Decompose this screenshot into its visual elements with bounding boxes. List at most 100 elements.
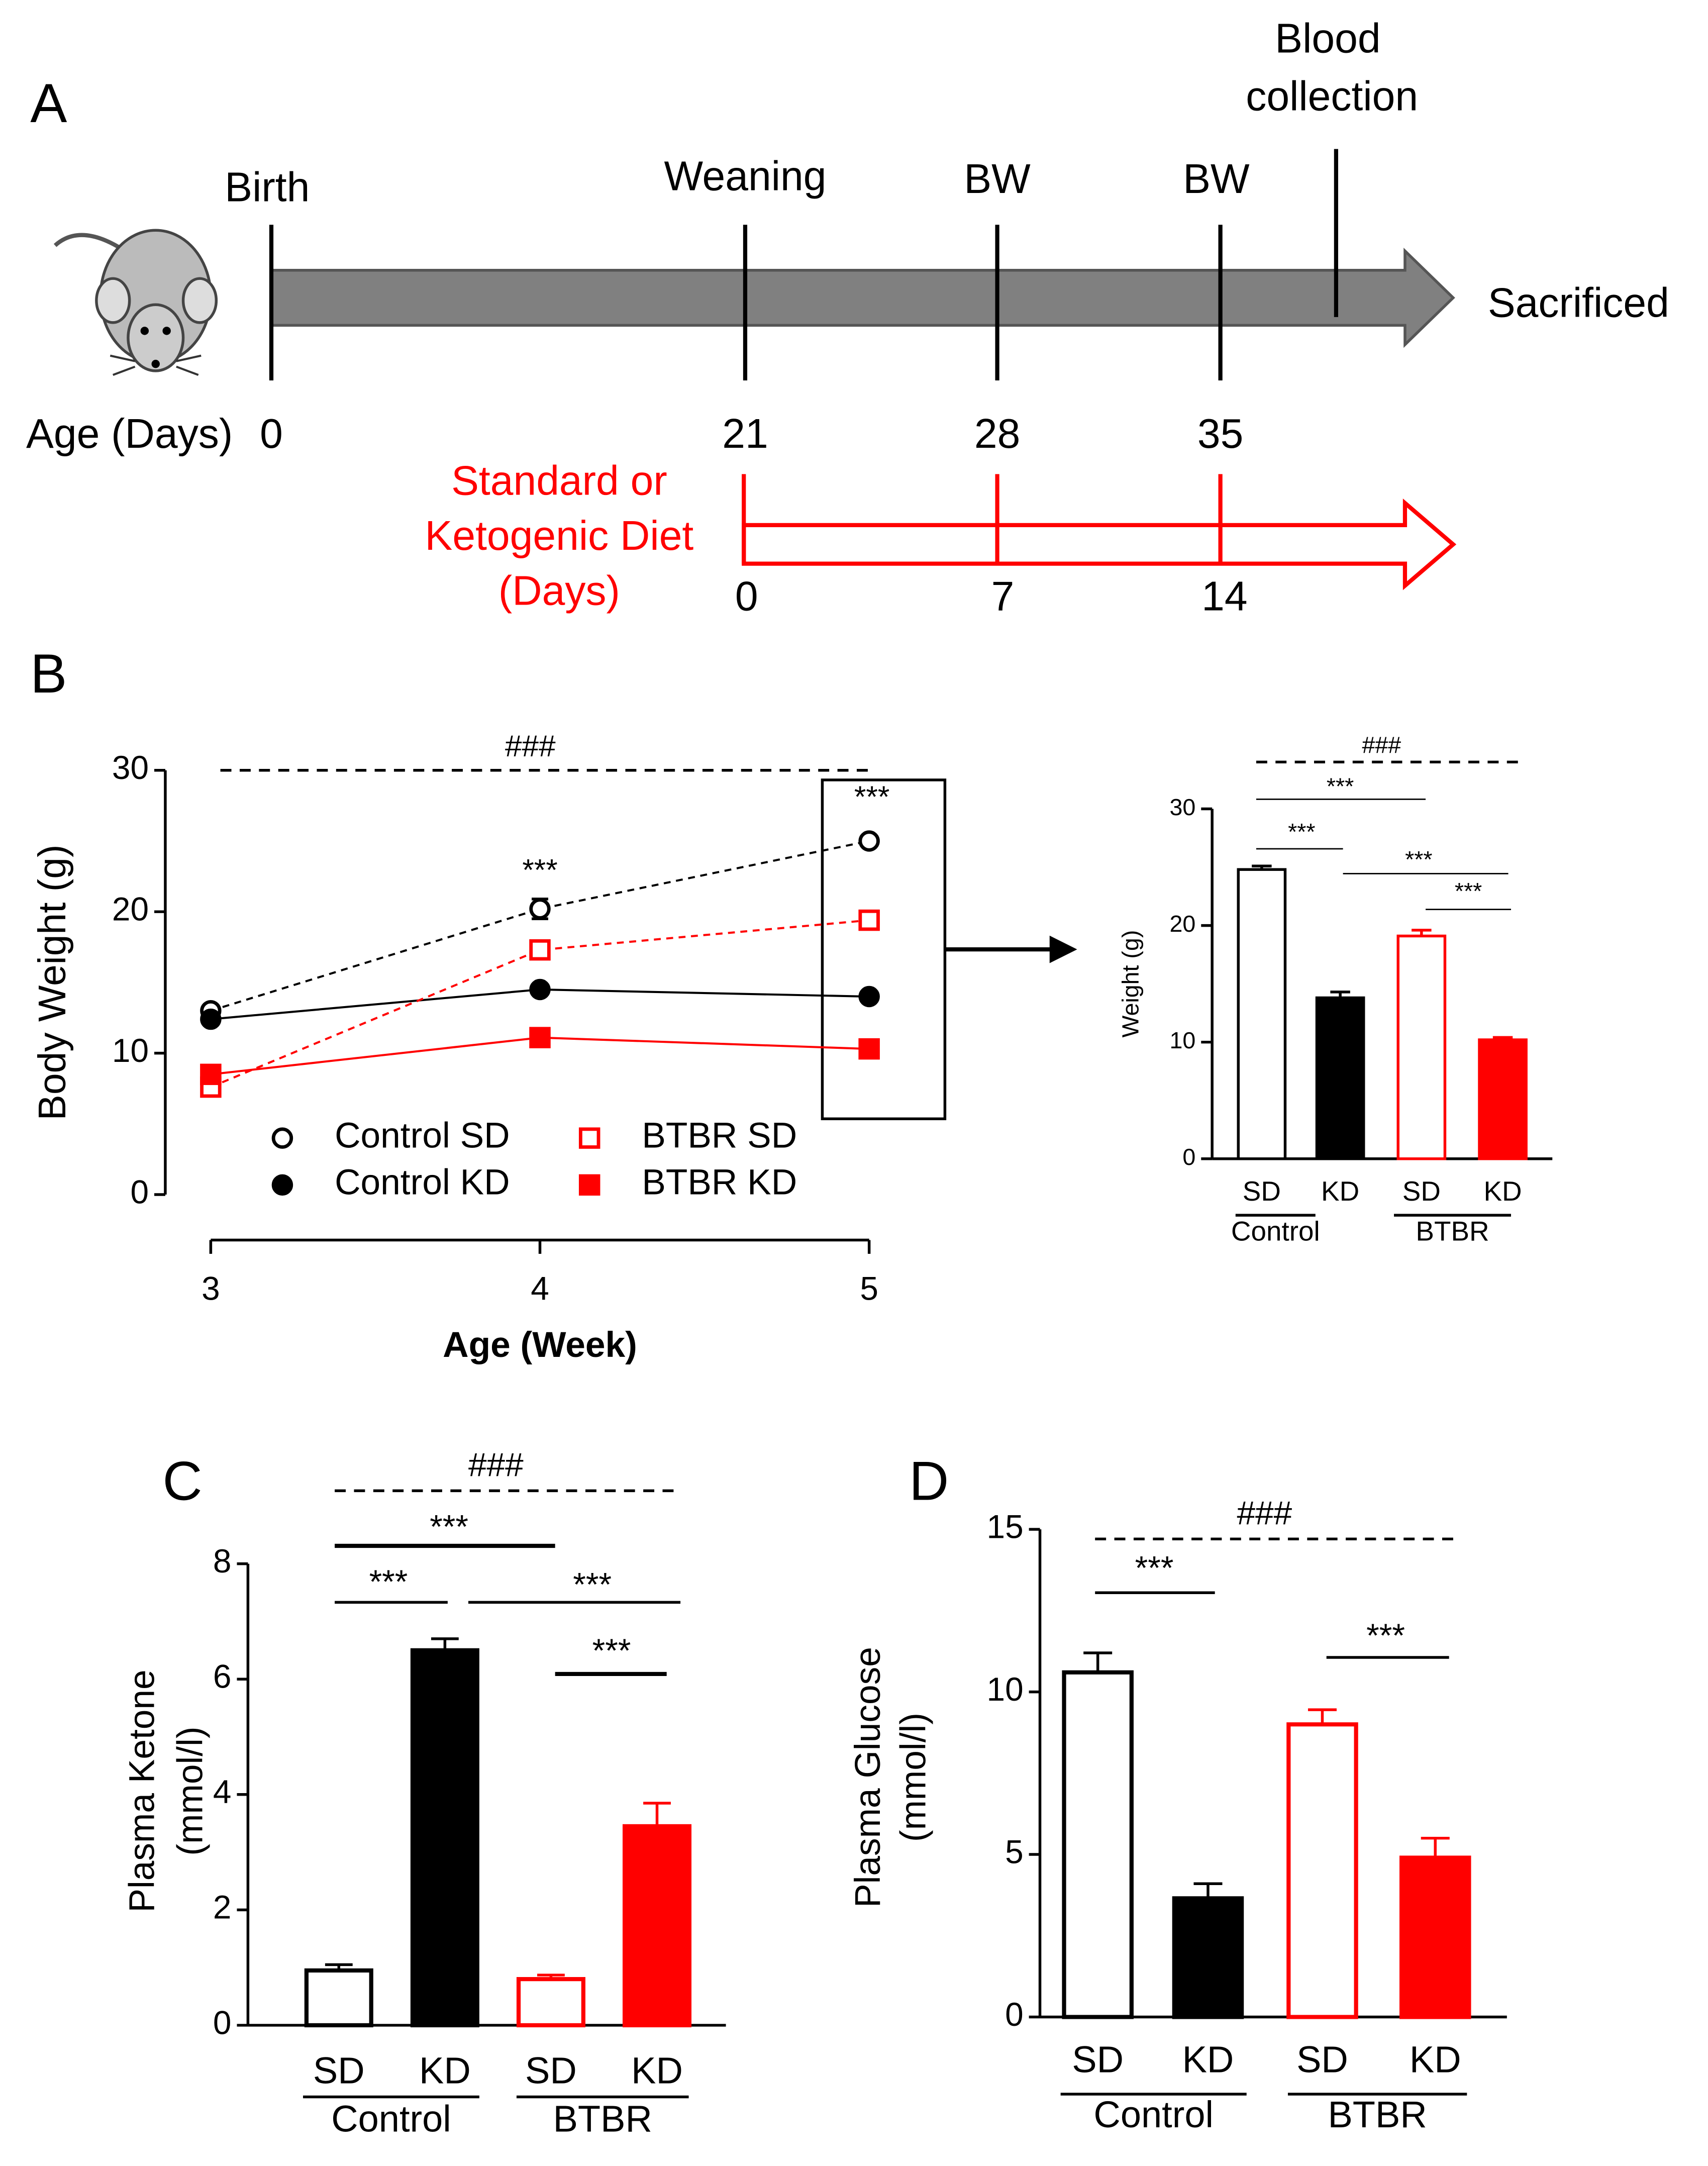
legend-label: Control KD: [335, 1162, 510, 1203]
y-axis-label: Plasma Ketone: [122, 1669, 162, 1912]
marker: [858, 986, 880, 1008]
significance-label: ###: [1362, 732, 1401, 758]
marker: [529, 939, 551, 961]
significance-label: ***: [1366, 1617, 1405, 1654]
zoom-box: [821, 778, 947, 1121]
x-tick-label: SD: [1072, 2038, 1124, 2080]
y-tick-label: 0: [1005, 1996, 1024, 2033]
marker: [529, 978, 551, 1001]
y-tick-label: 30: [112, 749, 149, 786]
y-tick-label: 10: [112, 1032, 149, 1069]
x-tick-label: KD: [631, 2049, 683, 2091]
diet-tick-label: 7: [991, 574, 1015, 620]
bar: [1237, 868, 1287, 1160]
significance-label: ***: [1405, 846, 1432, 872]
marker: [529, 898, 551, 920]
mouse-icon: [53, 229, 218, 376]
y-tick-label: 15: [987, 1508, 1024, 1545]
bar: [304, 1968, 373, 2028]
y-tick-label: 10: [987, 1670, 1024, 1708]
y-tick-label: 20: [112, 891, 149, 928]
marker: [858, 1038, 880, 1060]
event-label: BW: [1183, 156, 1250, 202]
y-tick-label: 4: [213, 1773, 232, 1810]
bar: [1172, 1896, 1244, 2019]
error-bar: [1308, 1708, 1337, 1725]
y-tick-label: 0: [1182, 1144, 1195, 1170]
event-label: Blood: [1275, 16, 1380, 61]
event-label: Birth: [225, 164, 310, 210]
bar: [1396, 934, 1447, 1160]
x-tick-label: 3: [202, 1269, 220, 1307]
event-label: collection: [1246, 74, 1418, 120]
marker: [858, 909, 880, 931]
y-axis-label: (mmol/l): [170, 1726, 211, 1855]
legend-marker: [578, 1127, 600, 1149]
y-tick-label: 30: [1169, 794, 1195, 820]
y-tick-label: 8: [213, 1542, 232, 1580]
diet-label: Standard or: [451, 458, 667, 504]
legend-item: BTBR SD: [578, 1115, 797, 1155]
age-tick-label: 28: [974, 411, 1020, 457]
y-tick-label: 5: [1005, 1833, 1024, 1870]
y-tick-label: 0: [213, 2004, 232, 2041]
legend-marker: [271, 1174, 293, 1196]
significance-label: ###: [1237, 1494, 1292, 1531]
x-tick-label: KD: [1321, 1175, 1359, 1207]
significance-label: ###: [505, 729, 556, 763]
zoom-arrow-head: [1049, 935, 1077, 963]
legend-marker: [578, 1174, 600, 1196]
marker: [858, 830, 880, 852]
bar: [1478, 1038, 1528, 1160]
age-tick-label: 35: [1197, 411, 1243, 457]
legend-label: Control SD: [335, 1115, 510, 1155]
bar: [1315, 996, 1365, 1160]
x-tick-label: KD: [1483, 1175, 1522, 1207]
panel-label: C: [162, 1450, 202, 1512]
x-tick-label: SD: [1402, 1175, 1441, 1207]
series-line: [210, 919, 869, 1089]
legend-item: Control SD: [271, 1115, 510, 1155]
x-tick-label: SD: [313, 2049, 365, 2091]
legend-label: BTBR KD: [642, 1162, 797, 1203]
diet-tick-label: 0: [735, 574, 758, 620]
significance-label: ###: [468, 1446, 524, 1483]
diet-label: Ketogenic Diet: [425, 513, 694, 559]
diet-tick-label: 14: [1201, 574, 1247, 620]
group-label: Control: [1093, 2094, 1214, 2135]
x-tick-label: SD: [1243, 1175, 1281, 1207]
x-tick-label: KD: [419, 2049, 471, 2091]
group-label: BTBR: [1416, 1215, 1489, 1246]
legend-marker: [271, 1127, 293, 1149]
bar: [1062, 1670, 1134, 2019]
significance-label: ***: [1327, 773, 1354, 800]
panel-label: B: [30, 643, 67, 705]
significance-label: ***: [592, 1632, 631, 1669]
panel-label: A: [30, 73, 67, 134]
error-bar: [1083, 1651, 1113, 1672]
significance-label: ***: [573, 1566, 612, 1603]
y-tick-label: 2: [213, 1889, 232, 1926]
x-tick-label: SD: [1296, 2038, 1348, 2080]
timeline: A Birth Weaning BW BW Blood collection S…: [26, 16, 1669, 614]
age-tick-label: 0: [260, 411, 283, 457]
diet-arrow: [742, 499, 1457, 590]
y-axis-label: Plasma Glucose: [848, 1647, 888, 1908]
event-label: BW: [964, 156, 1031, 202]
age-arrow: [270, 247, 1455, 348]
y-axis-label: Body Weight (g): [31, 844, 74, 1120]
series-line: [210, 840, 870, 1012]
panel-label: D: [909, 1450, 949, 1512]
legend-label: BTBR SD: [642, 1115, 797, 1155]
significance-label: ***: [1288, 819, 1315, 845]
significance-label: ***: [430, 1508, 468, 1545]
legend-item: BTBR KD: [578, 1162, 797, 1203]
marker: [200, 1008, 222, 1030]
group-label: BTBR: [553, 2098, 652, 2139]
bar: [622, 1824, 692, 2028]
y-tick-label: 10: [1169, 1027, 1195, 1053]
x-tick-label: 5: [860, 1269, 878, 1307]
x-tick-label: KD: [1182, 2038, 1234, 2080]
